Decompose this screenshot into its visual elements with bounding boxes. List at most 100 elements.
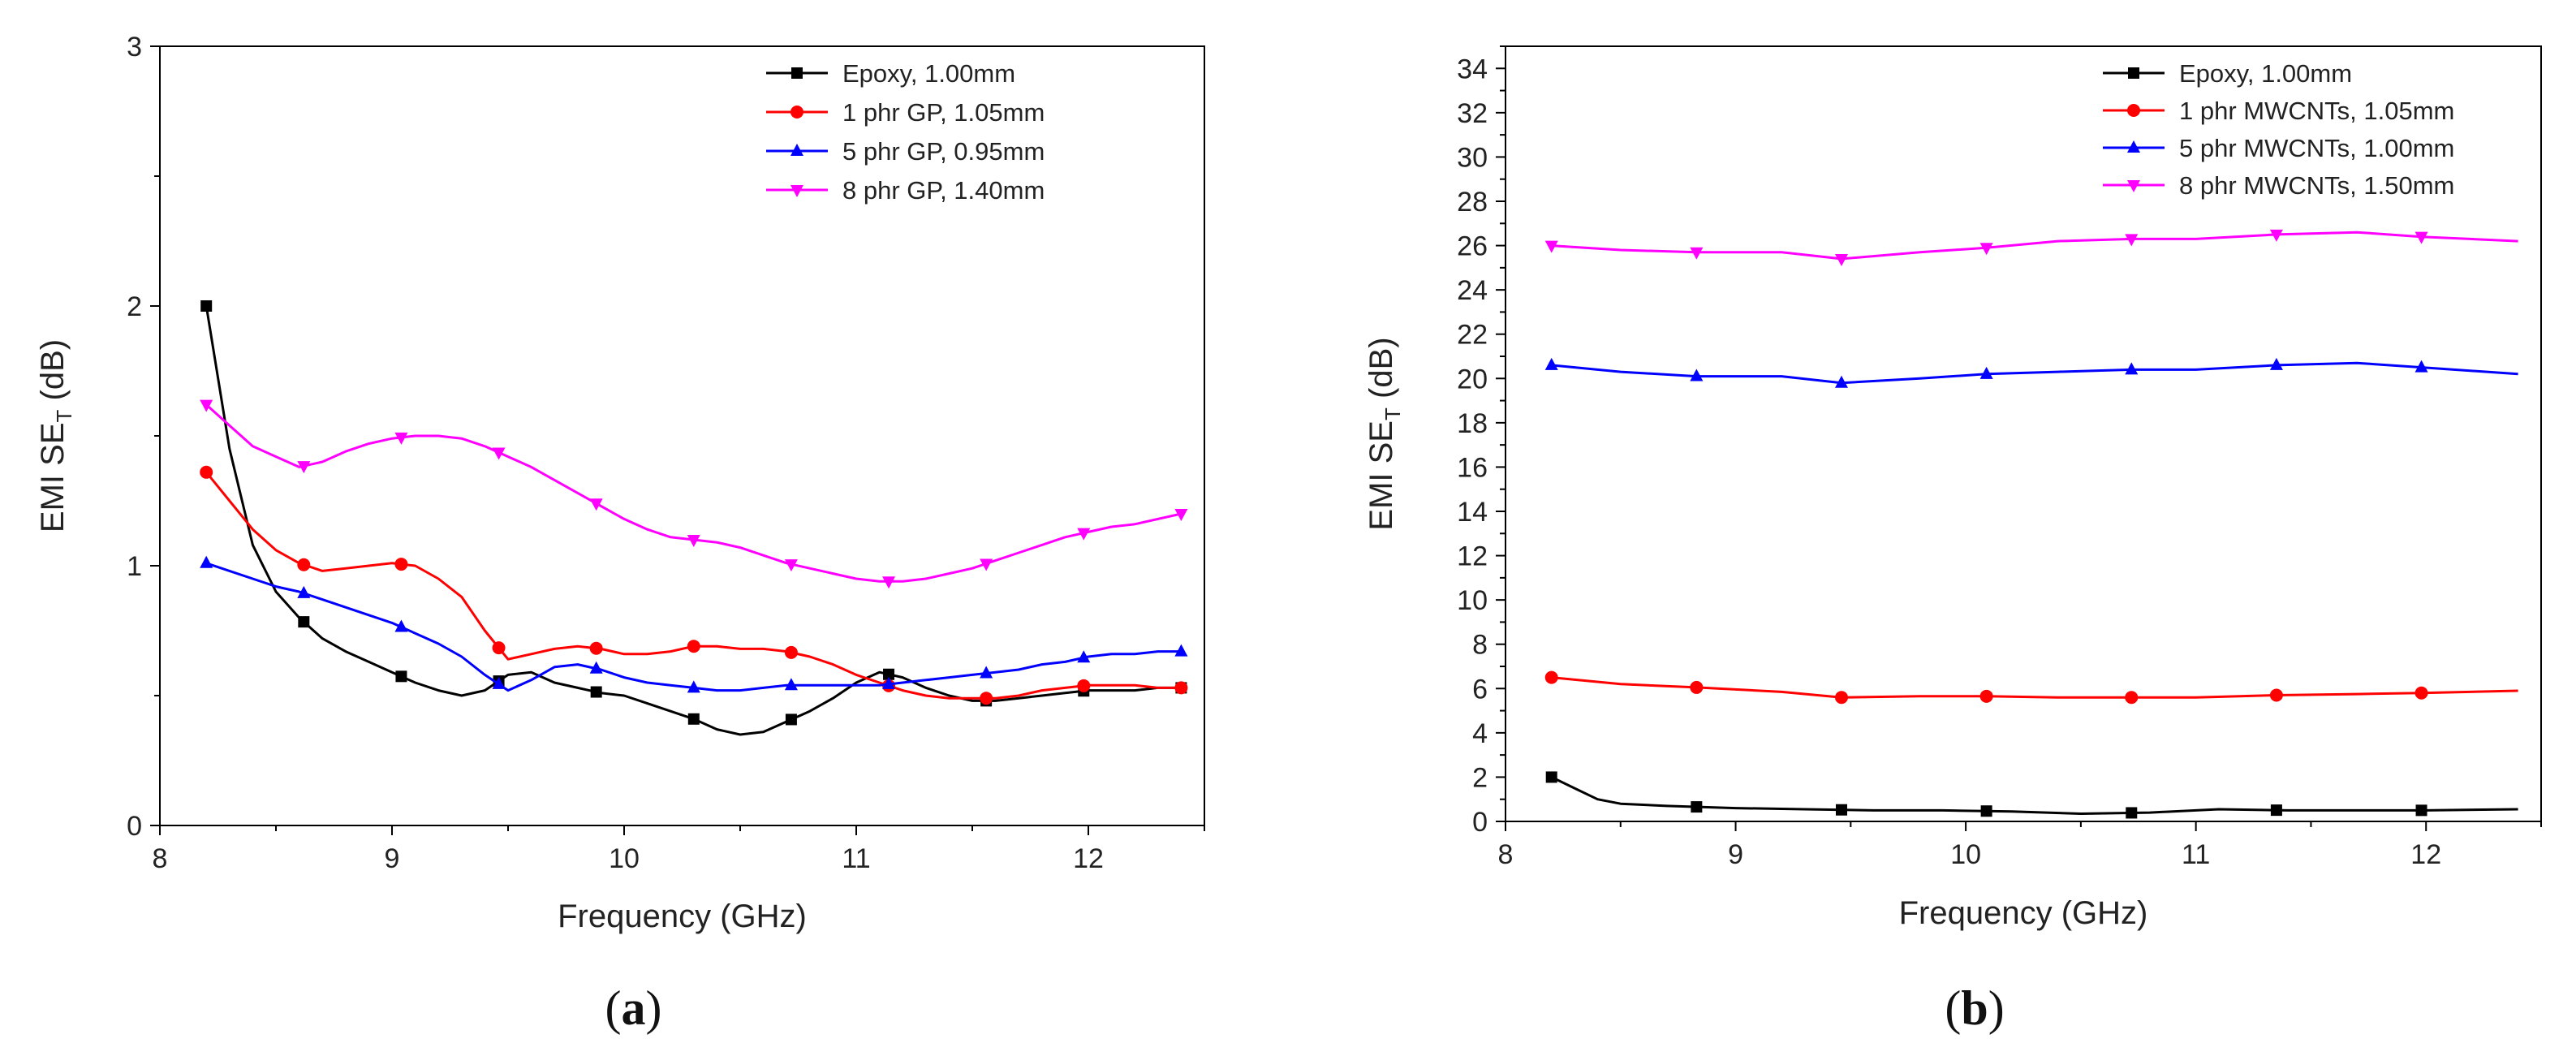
data-point-b-2-0 [1544, 357, 1558, 370]
data-point-a-3-0 [200, 399, 213, 412]
series-a-2 [200, 555, 1188, 693]
legend-label-b-3: 8 phr MWCNTs, 1.50mm [2179, 171, 2454, 200]
y-axis-title-main-b: EMI SE [1363, 420, 1399, 531]
data-point-b-3-3 [1979, 243, 1993, 256]
series-line-b-0 [1551, 776, 2518, 815]
data-point-a-1-8 [980, 692, 993, 705]
panel-label-close-b: ) [1988, 981, 2005, 1035]
y-tick-label-b-2: 4 [1472, 718, 1488, 749]
legend-label-b-2: 5 phr MWCNTs, 1.00mm [2179, 134, 2454, 162]
legend-marker-a-3 [790, 185, 803, 197]
panel-label-letter-b: b [1961, 981, 1988, 1035]
data-point-b-2-5 [2269, 357, 2283, 370]
panel-label-b: (b) [1945, 981, 2004, 1035]
panel-label-letter-a: a [622, 981, 646, 1035]
data-point-b-2-3 [1979, 366, 1993, 379]
x-tick-label-b-3: 11 [2182, 839, 2210, 870]
data-point-a-3-10 [1174, 509, 1188, 521]
y-tick-label-b-16: 32 [1457, 98, 1488, 129]
data-point-a-2-2 [394, 619, 408, 632]
legend-marker-b-3 [2127, 180, 2140, 192]
data-point-a-3-8 [980, 558, 993, 571]
panel-b: 8 9 10 11 120246810121416182022242628303234F… [1363, 45, 2542, 1035]
data-point-b-3-5 [2269, 229, 2283, 242]
plot-frame-b [1505, 45, 2542, 822]
x-tick-label-b-1: 9 [1728, 839, 1743, 870]
data-point-b-3-2 [1834, 253, 1848, 266]
data-point-a-3-7 [882, 576, 896, 589]
y-tick-label-b-11: 22 [1457, 320, 1488, 351]
data-point-a-2-10 [1174, 644, 1188, 657]
y-axis-title-sub-a: T [52, 409, 76, 422]
data-point-b-1-0 [1544, 670, 1558, 684]
y-axis-title-main-a: EMI SE [35, 422, 71, 532]
legend-marker-a-0 [791, 67, 803, 79]
legend-marker-b-2 [2127, 140, 2140, 153]
data-point-a-3-4 [589, 498, 603, 511]
data-point-a-1-6 [784, 645, 798, 659]
data-point-a-2-1 [297, 585, 311, 598]
legend-label-a-2: 5 phr GP, 0.95mm [842, 137, 1045, 166]
x-tick-label-a-0: 8 [153, 843, 168, 874]
series-line-a-2 [205, 562, 1182, 692]
x-tick-label-a-1: 9 [385, 843, 400, 874]
y-tick-label-a-1: 1 [127, 551, 142, 582]
panel-label-a: (a) [605, 981, 662, 1035]
data-point-a-2-9 [1077, 650, 1091, 663]
y-tick-label-a-0: 0 [127, 811, 142, 842]
legend-marker-b-1 [2127, 104, 2140, 117]
plot-frame-a [159, 45, 1205, 826]
data-point-a-2-3 [492, 676, 506, 689]
y-tick-label-b-5: 10 [1457, 585, 1488, 616]
data-point-b-0-5 [2270, 804, 2282, 817]
data-point-b-0-3 [1980, 805, 1992, 817]
data-point-b-2-1 [1690, 369, 1704, 381]
y-tick-label-b-4: 8 [1472, 630, 1488, 661]
data-point-b-0-0 [1545, 771, 1557, 783]
data-point-b-3-6 [2414, 231, 2428, 244]
data-point-a-1-0 [200, 465, 213, 479]
data-point-a-0-7 [883, 668, 895, 680]
data-point-b-1-5 [2269, 688, 2283, 702]
series-a-0 [200, 300, 1187, 736]
y-tick-label-b-7: 14 [1457, 497, 1488, 528]
data-point-b-1-3 [1979, 689, 1993, 703]
data-point-a-2-0 [200, 555, 213, 568]
series-line-b-1 [1551, 676, 2518, 699]
y-tick-label-b-12: 24 [1457, 275, 1488, 306]
data-point-b-3-0 [1544, 240, 1558, 253]
panel-label-open-a: ( [605, 981, 622, 1035]
data-point-b-1-1 [1690, 680, 1704, 694]
legend-label-a-1: 1 phr GP, 1.05mm [842, 98, 1045, 127]
y-tick-label-a-3: 3 [127, 32, 142, 62]
y-tick-label-b-1: 2 [1472, 762, 1488, 793]
series-line-a-0 [205, 305, 1182, 736]
series-line-b-2 [1551, 361, 2518, 385]
data-point-a-2-5 [687, 680, 700, 693]
y-tick-label-a-2: 2 [127, 291, 142, 322]
data-point-b-1-2 [1834, 691, 1848, 705]
legend-label-b-0: Epoxy, 1.00mm [2179, 59, 2352, 88]
legend-marker-a-1 [790, 106, 803, 119]
x-tick-label-a-4: 12 [1073, 843, 1104, 874]
y-axis-title-a: EMI SET (dB) [35, 339, 76, 532]
data-point-b-2-6 [2414, 360, 2428, 373]
data-point-a-2-8 [980, 666, 993, 679]
data-point-a-1-10 [1174, 681, 1188, 695]
series-line-a-3 [205, 403, 1182, 583]
series-b-1 [1544, 670, 2518, 705]
legend-marker-a-2 [790, 144, 803, 156]
data-point-b-0-2 [1835, 804, 1847, 816]
legend-a: Epoxy, 1.00mm 1 phr GP, 1.05mm 5 phr GP, 0… [766, 59, 1045, 205]
y-tick-label-b-17: 34 [1457, 54, 1488, 84]
data-point-a-3-1 [297, 461, 311, 474]
data-point-a-1-4 [589, 641, 603, 655]
data-point-b-1-6 [2414, 686, 2428, 700]
y-axis-title-unit-a: (dB) [35, 339, 71, 410]
data-point-b-0-4 [2126, 807, 2138, 819]
legend-marker-b-0 [2128, 67, 2139, 79]
x-axis-title-b: Frequency (GHz) [1899, 895, 2148, 931]
data-point-a-3-3 [492, 447, 506, 460]
